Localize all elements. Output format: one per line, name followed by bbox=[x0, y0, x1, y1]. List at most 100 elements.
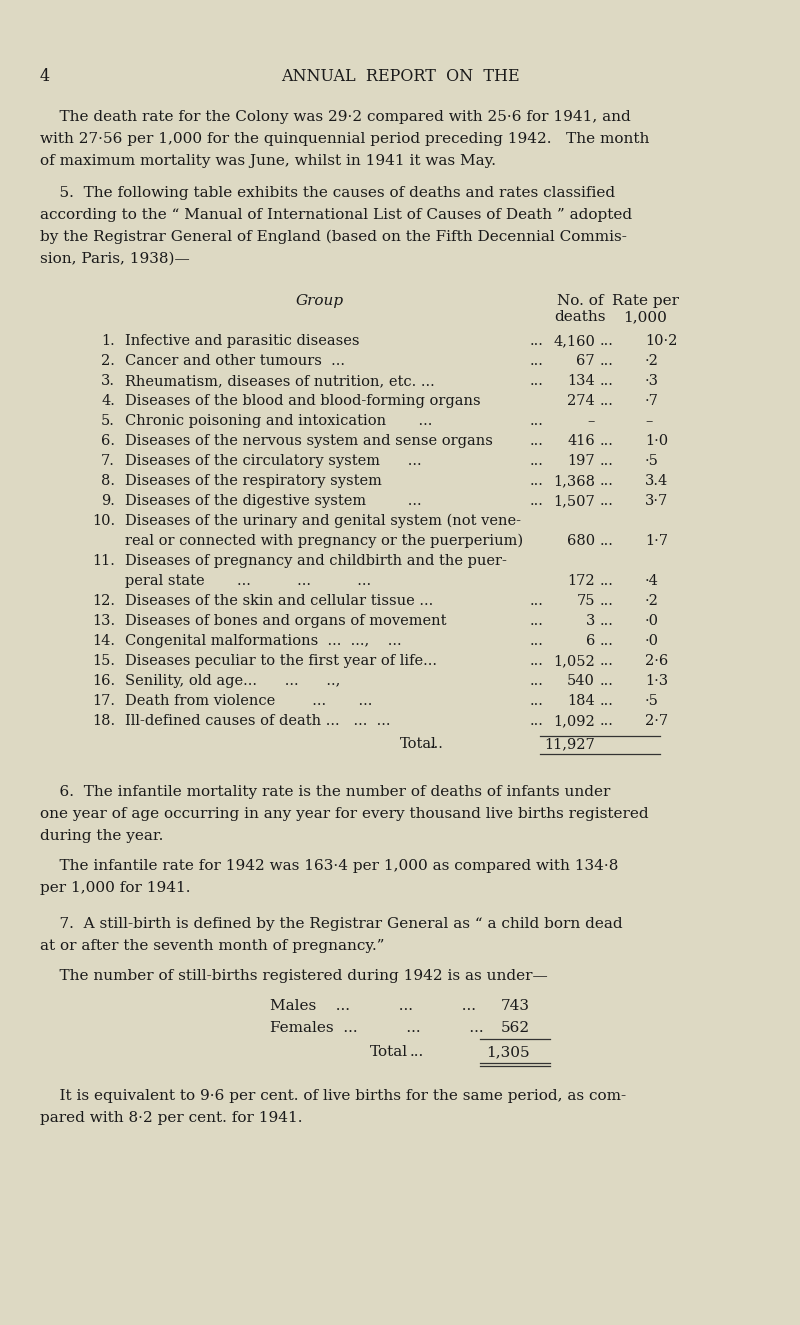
Text: ...: ... bbox=[600, 655, 614, 668]
Text: ·5: ·5 bbox=[645, 454, 659, 468]
Text: ...: ... bbox=[530, 714, 544, 727]
Text: 7.: 7. bbox=[101, 454, 115, 468]
Text: 4: 4 bbox=[40, 68, 50, 85]
Text: per 1,000 for 1941.: per 1,000 for 1941. bbox=[40, 881, 190, 894]
Text: 1,000: 1,000 bbox=[623, 310, 667, 325]
Text: 12.: 12. bbox=[92, 594, 115, 608]
Text: 6: 6 bbox=[586, 633, 595, 648]
Text: ...: ... bbox=[530, 694, 544, 708]
Text: real or connected with pregnancy or the puerperium): real or connected with pregnancy or the … bbox=[125, 534, 523, 549]
Text: 274: 274 bbox=[567, 394, 595, 408]
Text: 2·6: 2·6 bbox=[645, 655, 668, 668]
Text: ...: ... bbox=[530, 674, 544, 688]
Text: 540: 540 bbox=[567, 674, 595, 688]
Text: 562: 562 bbox=[501, 1022, 530, 1035]
Text: ·5: ·5 bbox=[645, 694, 659, 708]
Text: ·3: ·3 bbox=[645, 374, 659, 388]
Text: 4.: 4. bbox=[101, 394, 115, 408]
Text: 197: 197 bbox=[567, 454, 595, 468]
Text: according to the “ Manual of International List of Causes of Death ” adopted: according to the “ Manual of Internation… bbox=[40, 208, 632, 223]
Text: It is equivalent to 9·6 per cent. of live births for the same period, as com-: It is equivalent to 9·6 per cent. of liv… bbox=[40, 1089, 626, 1102]
Text: 10·2: 10·2 bbox=[645, 334, 678, 348]
Text: ·2: ·2 bbox=[645, 354, 659, 368]
Text: 18.: 18. bbox=[92, 714, 115, 727]
Text: pared with 8·2 per cent. for 1941.: pared with 8·2 per cent. for 1941. bbox=[40, 1110, 302, 1125]
Text: ...: ... bbox=[530, 374, 544, 388]
Text: 16.: 16. bbox=[92, 674, 115, 688]
Text: Senility, old age...      ...      ..,: Senility, old age... ... .., bbox=[125, 674, 340, 688]
Text: ...: ... bbox=[600, 613, 614, 628]
Text: 75: 75 bbox=[577, 594, 595, 608]
Text: ...: ... bbox=[600, 714, 614, 727]
Text: during the year.: during the year. bbox=[40, 829, 163, 843]
Text: Diseases of pregnancy and childbirth and the puer-: Diseases of pregnancy and childbirth and… bbox=[125, 554, 507, 568]
Text: ...: ... bbox=[600, 474, 614, 488]
Text: 2·7: 2·7 bbox=[645, 714, 668, 727]
Text: 3.4: 3.4 bbox=[645, 474, 668, 488]
Text: at or after the seventh month of pregnancy.”: at or after the seventh month of pregnan… bbox=[40, 939, 385, 953]
Text: Diseases of the respiratory system: Diseases of the respiratory system bbox=[125, 474, 382, 488]
Text: one year of age occurring in any year for every thousand live births registered: one year of age occurring in any year fo… bbox=[40, 807, 649, 822]
Text: 172: 172 bbox=[567, 574, 595, 588]
Text: 5.: 5. bbox=[101, 413, 115, 428]
Text: 14.: 14. bbox=[92, 633, 115, 648]
Text: 13.: 13. bbox=[92, 613, 115, 628]
Text: ...: ... bbox=[530, 474, 544, 488]
Text: 6.: 6. bbox=[101, 435, 115, 448]
Text: ...: ... bbox=[530, 454, 544, 468]
Text: The number of still-births registered during 1942 is as under—: The number of still-births registered du… bbox=[40, 969, 548, 983]
Text: Females  ...          ...          ...: Females ... ... ... bbox=[270, 1022, 484, 1035]
Text: ...: ... bbox=[600, 694, 614, 708]
Text: 1·0: 1·0 bbox=[645, 435, 668, 448]
Text: Diseases of the circulatory system      ...: Diseases of the circulatory system ... bbox=[125, 454, 422, 468]
Text: Diseases of the urinary and genital system (not vene-: Diseases of the urinary and genital syst… bbox=[125, 514, 521, 529]
Text: 11.: 11. bbox=[92, 554, 115, 568]
Text: ...: ... bbox=[600, 574, 614, 588]
Text: –: – bbox=[588, 413, 595, 428]
Text: ...: ... bbox=[600, 594, 614, 608]
Text: Ill-defined causes of death ...   ...  ...: Ill-defined causes of death ... ... ... bbox=[125, 714, 390, 727]
Text: ...: ... bbox=[600, 374, 614, 388]
Text: ...: ... bbox=[600, 354, 614, 368]
Text: deaths: deaths bbox=[554, 310, 606, 325]
Text: 4,160: 4,160 bbox=[553, 334, 595, 348]
Text: ·0: ·0 bbox=[645, 613, 659, 628]
Text: Diseases of the nervous system and sense organs: Diseases of the nervous system and sense… bbox=[125, 435, 493, 448]
Text: ...: ... bbox=[600, 454, 614, 468]
Text: ...: ... bbox=[600, 633, 614, 648]
Text: 1,305: 1,305 bbox=[486, 1045, 530, 1059]
Text: The death rate for the Colony was 29·2 compared with 25·6 for 1941, and: The death rate for the Colony was 29·2 c… bbox=[40, 110, 630, 125]
Text: ...: ... bbox=[600, 494, 614, 507]
Text: 7.  A still-birth is defined by the Registrar General as “ a child born dead: 7. A still-birth is defined by the Regis… bbox=[40, 917, 622, 931]
Text: 1,368: 1,368 bbox=[553, 474, 595, 488]
Text: 680: 680 bbox=[567, 534, 595, 549]
Text: ...: ... bbox=[600, 394, 614, 408]
Text: Cancer and other tumours  ...: Cancer and other tumours ... bbox=[125, 354, 345, 368]
Text: Total: Total bbox=[370, 1045, 408, 1059]
Text: Total: Total bbox=[400, 737, 437, 751]
Text: Rate per: Rate per bbox=[611, 294, 678, 307]
Text: peral state       ...          ...          ...: peral state ... ... ... bbox=[125, 574, 371, 588]
Text: 1,052: 1,052 bbox=[554, 655, 595, 668]
Text: Infective and parasitic diseases: Infective and parasitic diseases bbox=[125, 334, 359, 348]
Text: 11,927: 11,927 bbox=[544, 737, 595, 751]
Text: Congenital malformations  ...  ...,    ...: Congenital malformations ... ..., ... bbox=[125, 633, 402, 648]
Text: 184: 184 bbox=[567, 694, 595, 708]
Text: ...: ... bbox=[530, 613, 544, 628]
Text: ...: ... bbox=[530, 354, 544, 368]
Text: 8.: 8. bbox=[101, 474, 115, 488]
Text: Diseases peculiar to the first year of life...: Diseases peculiar to the first year of l… bbox=[125, 655, 437, 668]
Text: ...: ... bbox=[530, 494, 544, 507]
Text: No. of: No. of bbox=[557, 294, 603, 307]
Text: The infantile rate for 1942 was 163·4 per 1,000 as compared with 134·8: The infantile rate for 1942 was 163·4 pe… bbox=[40, 859, 618, 873]
Text: 15.: 15. bbox=[92, 655, 115, 668]
Text: 416: 416 bbox=[567, 435, 595, 448]
Text: ...: ... bbox=[530, 633, 544, 648]
Text: ...: ... bbox=[410, 1045, 424, 1059]
Text: ...: ... bbox=[530, 413, 544, 428]
Text: 743: 743 bbox=[501, 999, 530, 1014]
Text: Diseases of bones and organs of movement: Diseases of bones and organs of movement bbox=[125, 613, 446, 628]
Text: Diseases of the digestive system         ...: Diseases of the digestive system ... bbox=[125, 494, 422, 507]
Text: 3·7: 3·7 bbox=[645, 494, 668, 507]
Text: ...: ... bbox=[430, 737, 444, 751]
